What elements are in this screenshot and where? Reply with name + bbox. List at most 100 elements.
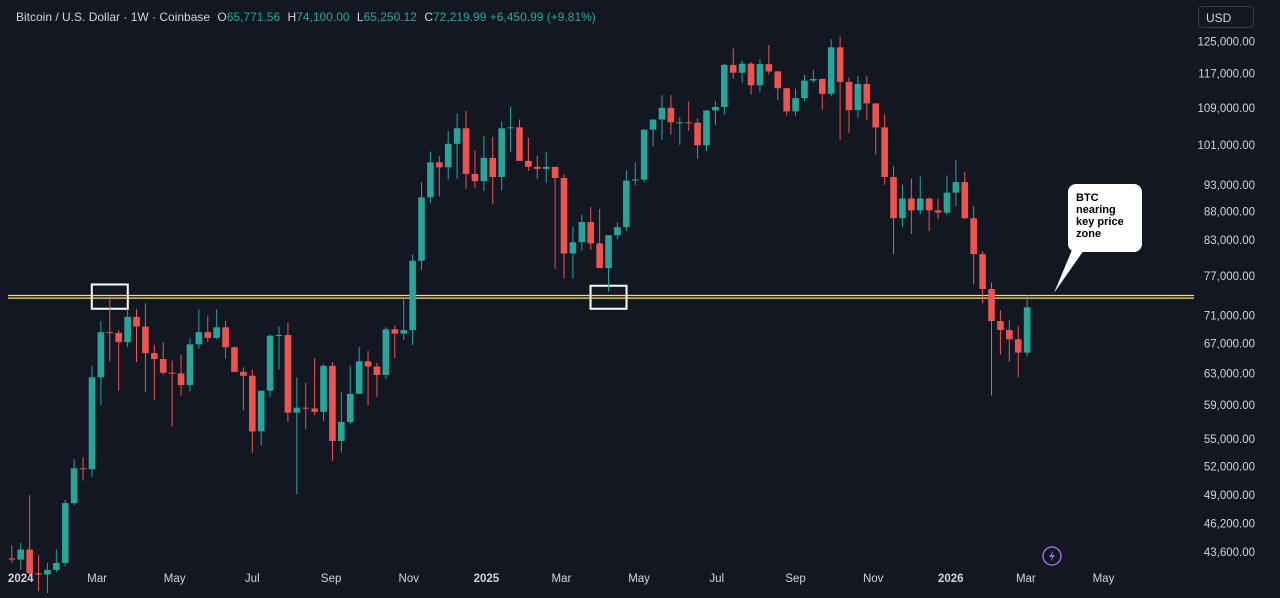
candle-body (747, 63, 755, 86)
candle (801, 74, 808, 102)
candle-body (222, 327, 229, 348)
candle (703, 110, 710, 152)
lightning-icon[interactable] (1042, 546, 1062, 566)
candle-body (774, 71, 782, 89)
candle-body (890, 177, 897, 219)
close-value: 72,219.99 (432, 10, 487, 24)
candle (810, 69, 817, 83)
candle (685, 101, 692, 131)
currency-button[interactable]: USD (1198, 6, 1254, 28)
candle-body (231, 347, 238, 372)
candle (320, 364, 327, 422)
candle (694, 118, 701, 159)
candle (498, 121, 505, 191)
candle (266, 334, 274, 398)
candle-body (293, 407, 301, 413)
candle-body (783, 88, 790, 112)
candle (115, 330, 122, 391)
candle (168, 360, 176, 427)
x-tick-label: May (164, 573, 186, 585)
x-tick-label: Sep (321, 573, 341, 585)
candle (792, 88, 799, 116)
candle (560, 174, 568, 279)
candle-body (507, 127, 514, 129)
candle-body (329, 365, 336, 441)
candle-body (79, 468, 87, 470)
candle-body (1014, 339, 1022, 353)
candle-body (8, 558, 16, 560)
candle-body (409, 260, 416, 331)
candle-body (204, 332, 212, 338)
candle (186, 338, 194, 392)
candle (382, 327, 390, 379)
candle (587, 207, 595, 250)
candle (881, 114, 888, 185)
candle (79, 457, 87, 481)
candle (658, 95, 666, 141)
candle-body (836, 47, 844, 82)
candle (400, 298, 407, 341)
candle (240, 367, 247, 411)
candle-body (685, 122, 692, 124)
candle (329, 362, 336, 461)
candle (44, 563, 51, 598)
y-tick-label: 63,000.00 (1204, 368, 1255, 380)
candle-body (17, 549, 25, 560)
change-value: +6,450.99 (+9.81%) (489, 10, 596, 24)
candle-body (988, 288, 995, 322)
y-tick-label: 52,000.00 (1204, 461, 1255, 473)
x-tick-label: Mar (1016, 573, 1036, 585)
candle-body (480, 157, 488, 182)
candle (8, 545, 16, 563)
candle-body (133, 316, 140, 327)
candle (480, 136, 488, 192)
candle (35, 555, 42, 592)
candle-body (916, 198, 924, 211)
candle-body (195, 332, 203, 345)
candle-body (142, 326, 149, 354)
x-tick-label: Sep (785, 573, 805, 585)
candle-body (818, 78, 826, 94)
candle-body (498, 128, 505, 178)
candle-body (516, 127, 523, 161)
candle (970, 206, 977, 285)
symbol-title[interactable]: Bitcoin / U.S. Dollar · 1W · Coinbase (16, 10, 211, 24)
candle-body (765, 64, 773, 72)
x-tick-label: 2024 (8, 573, 34, 585)
candle-body (186, 344, 194, 386)
candle (489, 136, 497, 205)
candle (427, 151, 434, 204)
candle (747, 62, 755, 95)
candle-body (382, 329, 390, 375)
candle (640, 129, 648, 183)
candle-body (810, 78, 817, 81)
candle (614, 222, 621, 240)
y-tick-label: 93,000.00 (1204, 180, 1255, 192)
candle (605, 235, 612, 292)
candle-body (320, 365, 327, 412)
candle (551, 166, 559, 269)
candle-body (649, 119, 657, 130)
candle-body (427, 162, 434, 198)
candle (569, 226, 577, 279)
candle (908, 178, 915, 235)
open-value: 65,771.56 (226, 10, 281, 24)
candle-body (61, 503, 69, 563)
candle-body (676, 122, 684, 124)
candle (542, 152, 550, 183)
candle-body (845, 81, 853, 111)
candle (533, 155, 541, 180)
candle (159, 342, 167, 375)
candle (213, 309, 220, 340)
candle-body (462, 128, 470, 174)
candle-body (596, 243, 603, 269)
candle (1006, 320, 1013, 363)
candle-body (979, 254, 986, 289)
candle-body (943, 192, 951, 213)
x-tick-label: Jul (245, 573, 260, 585)
candle (453, 113, 461, 180)
candle (649, 119, 657, 147)
candle-body (70, 468, 78, 504)
close-label: C (424, 10, 433, 24)
